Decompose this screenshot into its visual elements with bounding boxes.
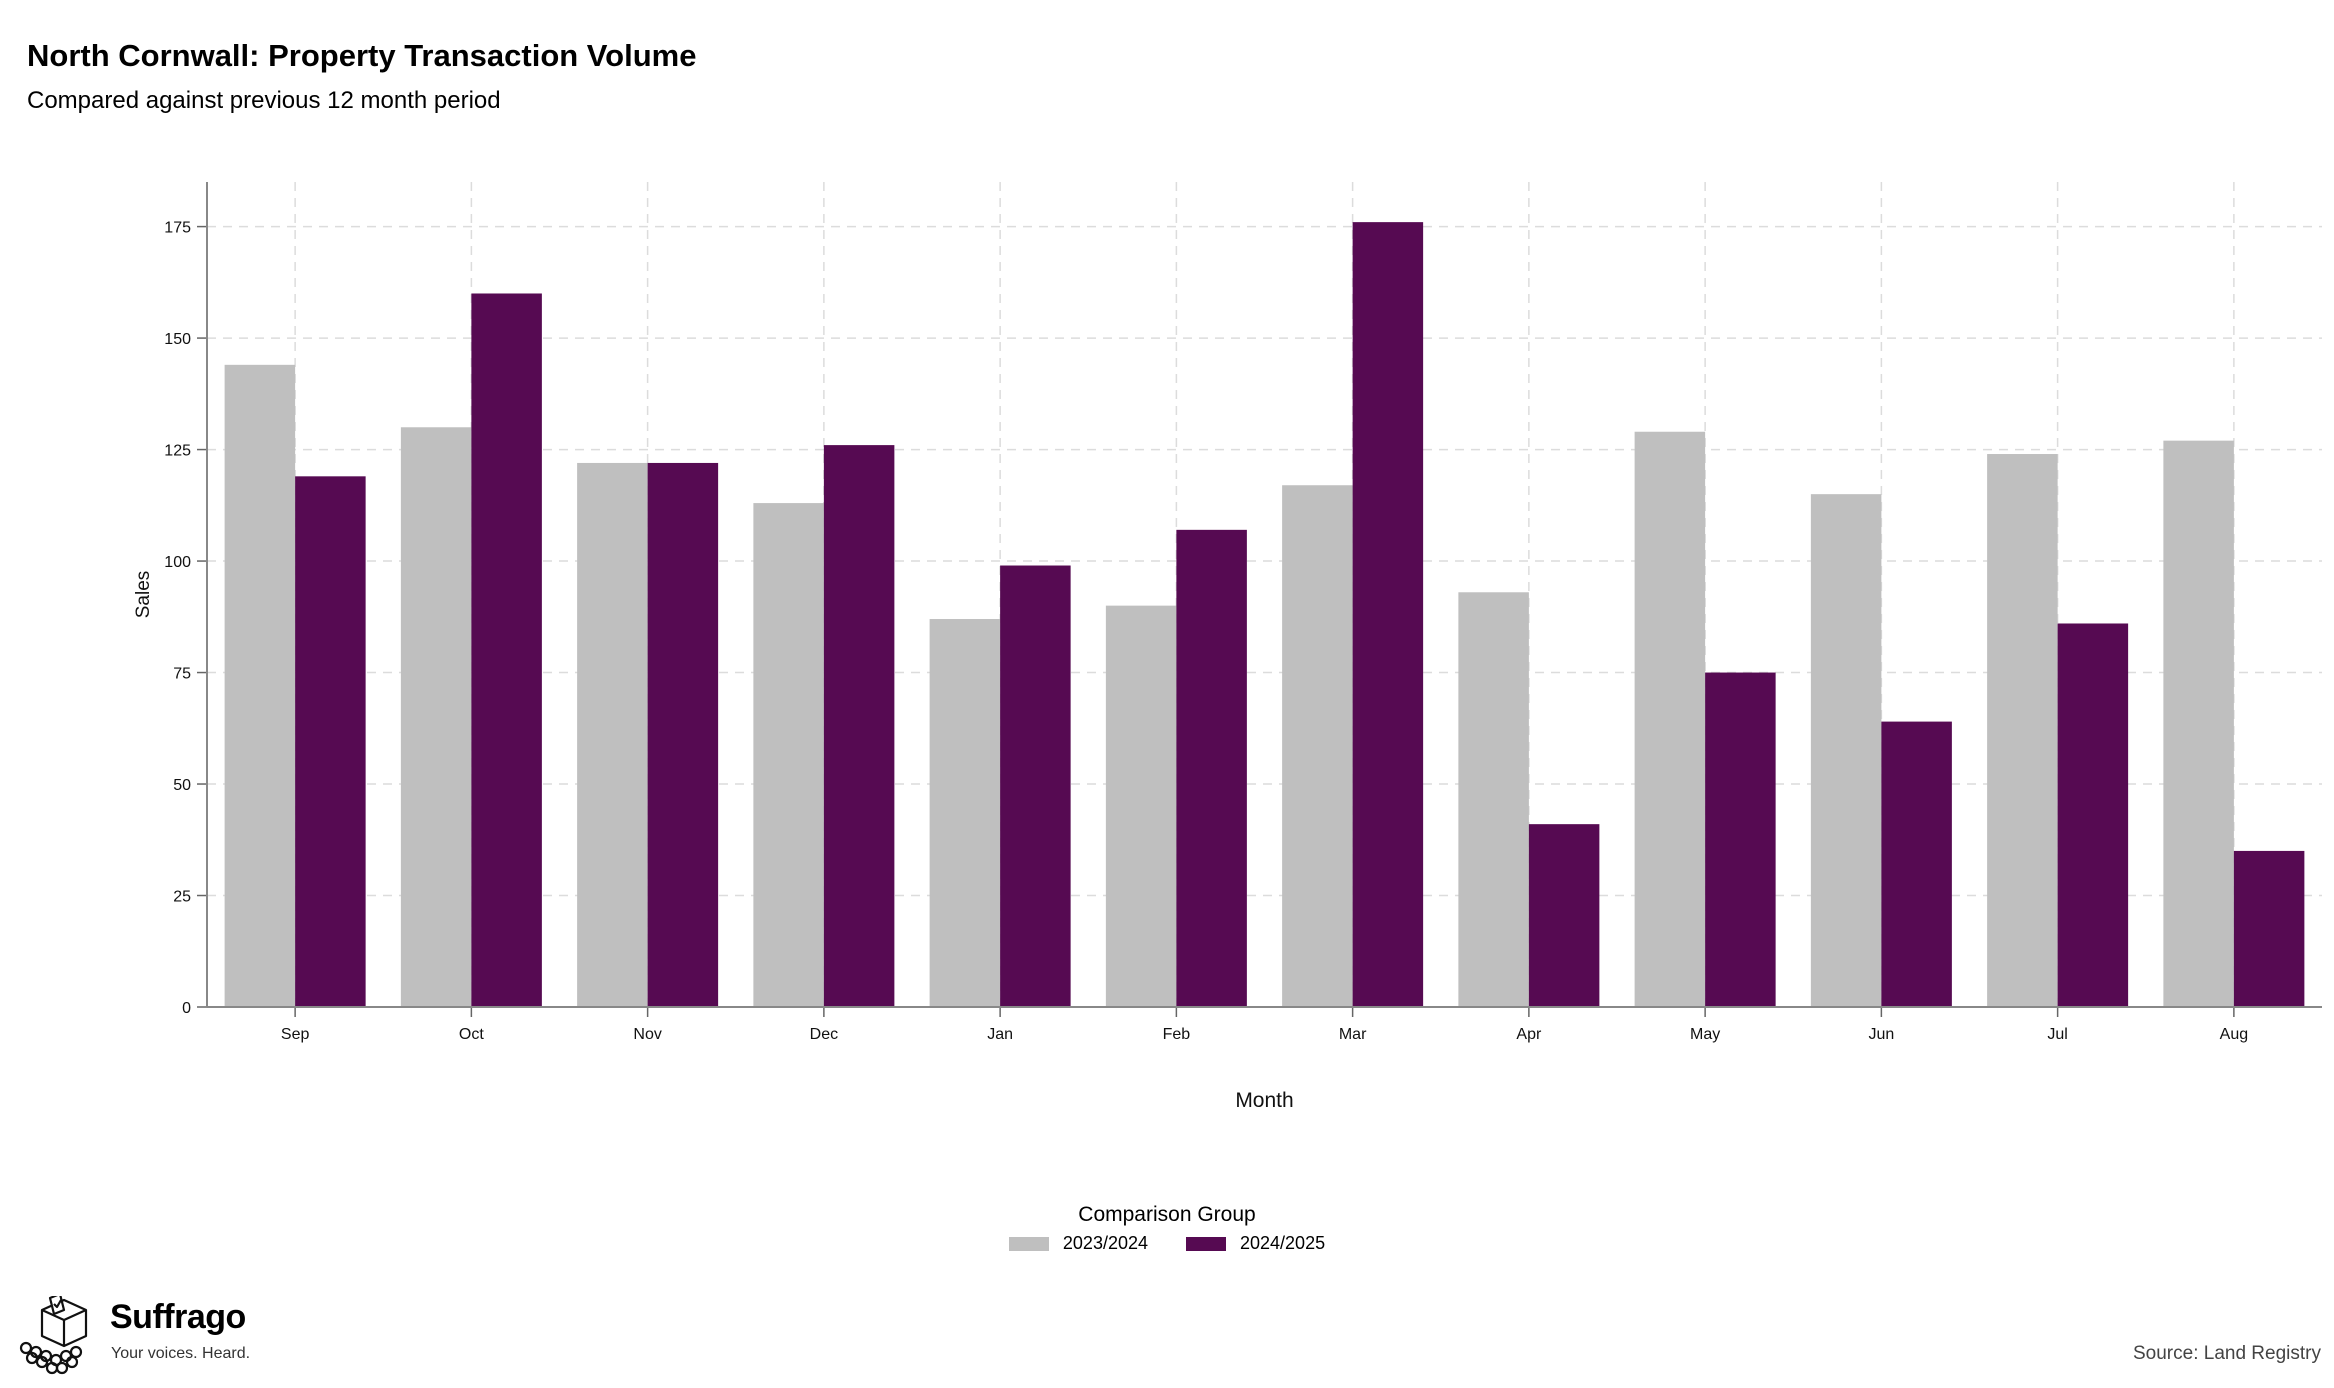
bar-2023-2024-oct xyxy=(400,427,472,1007)
source-note: Source: Land Registry xyxy=(2133,1343,2321,1364)
brand-tagline: Your voices. Heard. xyxy=(111,1345,251,1362)
bar-2024-2025-mar xyxy=(1352,222,1424,1007)
bar-2023-2024-may xyxy=(1634,431,1706,1007)
legend: 2023/2024 2024/2025 xyxy=(0,1233,2334,1254)
bar-2023-2024-sep xyxy=(224,364,296,1007)
bar-2024-2025-aug xyxy=(2233,850,2305,1007)
y-tick-label: 150 xyxy=(164,331,191,348)
x-tick-label: Nov xyxy=(633,1026,661,1043)
x-tick-label: Mar xyxy=(1339,1026,1367,1043)
bar-2023-2024-nov xyxy=(577,462,648,1008)
bar-2024-2025-jan xyxy=(1000,565,1071,1007)
y-tick-label: 50 xyxy=(173,777,191,794)
y-tick-label: 75 xyxy=(173,666,191,683)
legend-item-2024-2025: 2024/2025 xyxy=(1186,1233,1325,1254)
legend-label-2023-2024: 2023/2024 xyxy=(1062,1233,1148,1253)
legend-swatch-2023-2024 xyxy=(1008,1236,1049,1251)
legend-label-2024-2025: 2024/2025 xyxy=(1240,1233,1326,1253)
x-tick-label: Apr xyxy=(1516,1026,1542,1043)
bar-2024-2025-jun xyxy=(1881,721,1952,1007)
brand-name: Suffrago xyxy=(110,1298,246,1336)
y-tick-label: 175 xyxy=(164,220,191,237)
legend-item-2023-2024: 2023/2024 xyxy=(1008,1233,1148,1254)
bar-2023-2024-apr xyxy=(1458,592,1529,1007)
x-tick-label: Aug xyxy=(2220,1026,2248,1043)
bar-2023-2024-jun xyxy=(1810,494,1882,1007)
x-tick-label: Jun xyxy=(1868,1026,1894,1043)
y-tick-label: 125 xyxy=(164,443,191,460)
y-tick-label: 0 xyxy=(182,1000,191,1017)
bar-2024-2025-apr xyxy=(1528,824,1600,1007)
bar-2023-2024-aug xyxy=(2163,440,2234,1007)
bar-2024-2025-nov xyxy=(647,462,719,1008)
y-axis-title: Sales xyxy=(133,571,154,619)
x-tick-label: Oct xyxy=(459,1026,484,1043)
x-tick-label: Jan xyxy=(987,1026,1013,1043)
chart-title: North Cornwall: Property Transaction Vol… xyxy=(27,38,697,73)
bar-2024-2025-sep xyxy=(295,476,366,1007)
x-tick-label: Dec xyxy=(810,1026,838,1043)
bar-2024-2025-dec xyxy=(823,445,895,1007)
bar-2023-2024-mar xyxy=(1282,485,1353,1007)
bar-2024-2025-oct xyxy=(471,293,542,1008)
legend-title: Comparison Group xyxy=(1078,1203,1256,1226)
bar-2023-2024-feb xyxy=(1105,605,1177,1007)
bar-chart: 0 25 50 75 100 125 150 175 Sep Oct Nov Dec Jan Feb Mar… xyxy=(133,182,2322,1112)
y-tick-label: 25 xyxy=(173,889,191,906)
bar-2024-2025-feb xyxy=(1176,529,1247,1007)
ballot-box-icon xyxy=(19,1296,88,1375)
bar-2024-2025-may xyxy=(1705,672,1776,1007)
y-tick-label: 100 xyxy=(164,554,191,571)
chart-subtitle: Compared against previous 12 month perio… xyxy=(27,87,501,114)
legend-swatch-2024-2025 xyxy=(1186,1236,1226,1251)
bar-2024-2025-jul xyxy=(2057,623,2129,1007)
bar-2023-2024-jan xyxy=(929,619,1001,1007)
x-tick-label: Sep xyxy=(281,1026,310,1043)
bar-2023-2024-jul xyxy=(1987,454,2058,1007)
bar-2023-2024-dec xyxy=(753,503,824,1007)
x-tick-label: May xyxy=(1690,1026,1720,1043)
x-tick-label: Jul xyxy=(2047,1026,2067,1043)
x-axis-title: Month xyxy=(1235,1089,1293,1112)
x-tick-label: Feb xyxy=(1163,1026,1191,1043)
